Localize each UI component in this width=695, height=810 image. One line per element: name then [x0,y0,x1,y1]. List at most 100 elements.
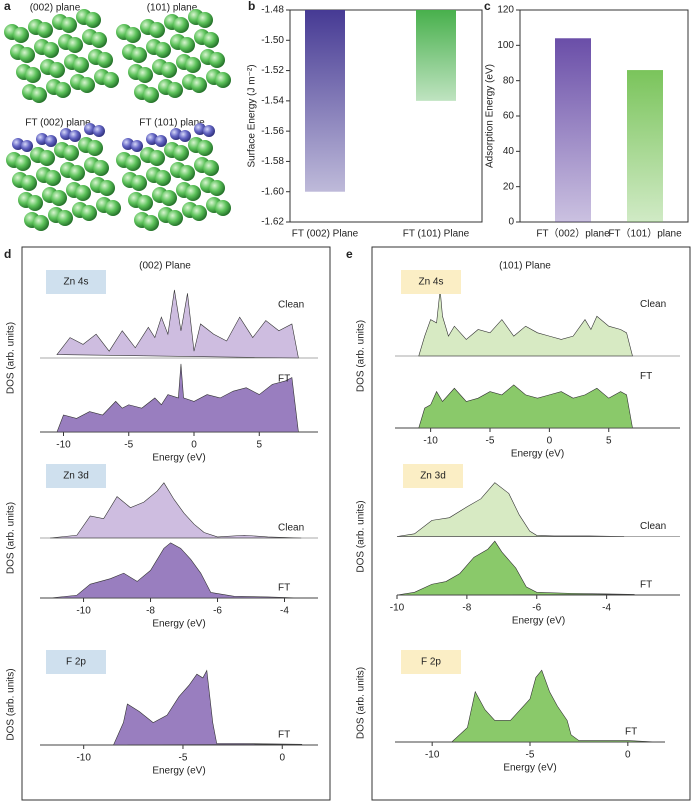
atom [167,82,183,98]
x-tick-label: -5 [526,750,535,761]
series-label: FT [625,727,637,738]
x-axis-label: Energy (eV) [152,619,205,630]
atom [37,22,53,38]
bar [305,10,345,192]
series-label: FT [278,583,290,594]
atom [13,27,29,43]
y-tick-label: 40 [503,146,515,157]
series-label: FT [278,730,290,741]
tag-label: F 2p [421,657,441,668]
y-axis-label: DOS (arb. units) [356,667,367,739]
atom [51,190,67,206]
x-tick-label: -10 [425,750,440,761]
y-tick-label: -1.60 [261,186,284,197]
panel-frame [21,246,331,801]
y-tick-label: -1.48 [261,5,284,16]
atom [137,195,153,211]
dos-area [56,289,299,359]
dos-area [113,669,303,746]
atom [194,123,206,135]
panel-letter: e [346,247,353,261]
atom [155,135,167,147]
atom [19,47,35,63]
atom [15,155,31,171]
x-axis-label: Energy (eV) [152,766,205,777]
atom [61,17,77,33]
structure-title: (101) plane [147,3,198,14]
atom [60,128,72,140]
atom [27,195,43,211]
atom [99,180,115,196]
dos-area [418,289,633,357]
atom [197,140,213,156]
atom [67,37,83,53]
panel-letter: b [248,0,255,13]
y-tick-label: 60 [503,111,515,122]
x-axis-label: Energy (eV) [503,763,556,774]
y-tick-label: 120 [497,5,514,16]
series-label: Clean [278,299,304,310]
x-axis-label: Energy (eV) [511,449,564,460]
structure-title: FT (101) plane [139,118,205,129]
atom [143,215,159,231]
atom [49,62,65,78]
series-label: FT [278,373,290,384]
atom [84,123,96,135]
dos-area [418,384,633,429]
atom [125,27,141,43]
y-axis-label: DOS (arb. units) [6,322,17,394]
atom [122,138,134,150]
dos-title: (101) Plane [499,261,551,272]
y-axis-label: DOS (arb. units) [6,668,17,740]
bar [416,10,456,101]
panel-frame [371,246,691,801]
atom [146,133,158,145]
atom [85,12,101,28]
plot-frame [289,9,483,223]
x-axis-label: Energy (eV) [152,453,205,464]
atom [131,175,147,191]
atom [191,77,207,93]
x-tick-label: FT (101) Plane [403,229,470,240]
panel-letter: a [4,0,11,13]
atom [75,185,91,201]
atom [91,32,107,48]
atom [45,170,61,186]
atom [57,210,73,226]
series-label: Clean [640,299,666,310]
x-tick-label: 0 [191,440,197,451]
atom [87,140,103,156]
atom [105,200,121,216]
x-tick-label: FT（101）plane [608,228,682,240]
structure-title: (002) plane [30,3,81,14]
atom [36,133,48,145]
atom [203,160,219,176]
atom [173,17,189,33]
atom [69,165,85,181]
tag-box [46,650,106,674]
tag-box [46,464,106,488]
atom [73,57,89,73]
x-tick-label: -5 [124,440,133,451]
atom [55,82,71,98]
x-tick-label: FT (002) Plane [292,229,359,240]
series-label: FT [640,371,652,382]
series-label: Clean [278,523,304,534]
atom [149,22,165,38]
dos-area [50,542,302,599]
atom [25,67,41,83]
panel-letter: d [4,247,11,261]
y-tick-label: 20 [503,181,515,192]
y-axis-label: DOS (arb. units) [356,500,367,572]
atom [143,87,159,103]
atom [179,37,195,53]
tag-box [401,650,461,674]
atom [43,42,59,58]
y-tick-label: 0 [508,217,514,228]
y-tick-label: -1.50 [261,35,284,46]
atom [12,138,24,150]
dos-area [50,482,302,539]
atom [173,145,189,161]
